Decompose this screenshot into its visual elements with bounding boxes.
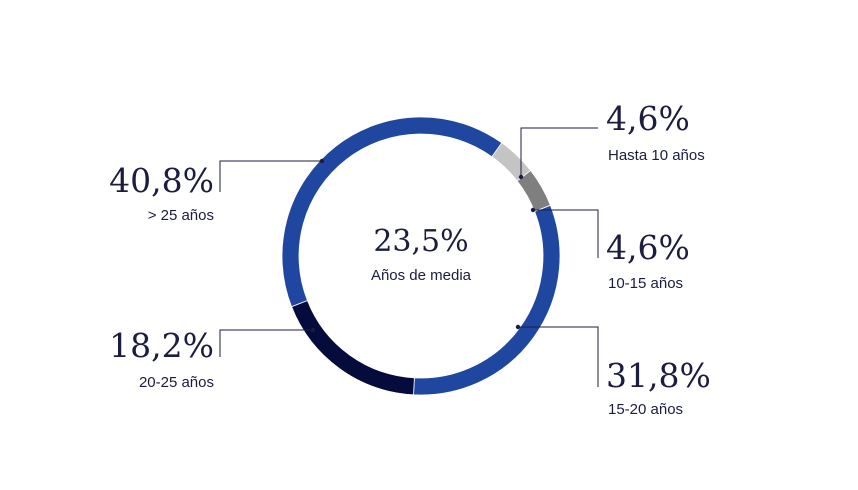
slice-label-hasta-10: Hasta 10 años: [608, 147, 705, 164]
leader-dot-0: [518, 174, 524, 180]
leader-dot-1: [530, 207, 536, 213]
slice-value-20-25: 18,2%: [109, 326, 214, 365]
leader-line-1: [533, 209, 599, 258]
leader-dot-2: [515, 324, 521, 330]
slice-label-over-25: > 25 años: [148, 207, 214, 224]
slice-label-10-15: 10-15 años: [608, 275, 683, 292]
slice-value-over-25: 40,8%: [109, 161, 214, 200]
slice-value-hasta-10: 4,6%: [606, 99, 690, 138]
center-label: Años de media: [371, 267, 472, 284]
slice-value-15-20: 31,8%: [606, 356, 711, 395]
leader-dot-4: [319, 158, 325, 164]
center-value: 23,5%: [373, 224, 468, 259]
leader-line-4: [219, 160, 322, 192]
leader-lines: [219, 127, 599, 387]
slice-label-20-25: 20-25 años: [139, 374, 214, 391]
leader-line-0: [520, 127, 598, 177]
donut-slices: [281, 116, 561, 396]
leader-line-2: [518, 326, 599, 387]
leader-line-3: [219, 329, 313, 357]
slice-3: [291, 299, 415, 396]
slice-value-10-15: 4,6%: [606, 228, 690, 267]
slice-label-15-20: 15-20 años: [608, 401, 683, 418]
slice-4: [281, 116, 503, 308]
leader-dot-3: [310, 327, 316, 333]
